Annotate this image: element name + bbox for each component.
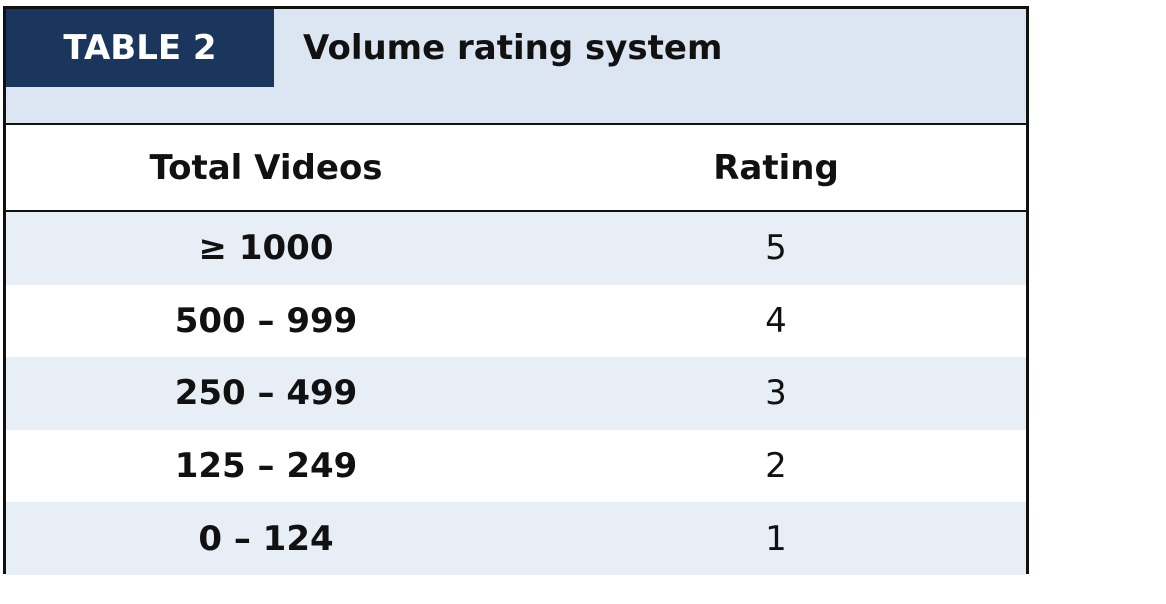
table-cell: 0 – 124: [198, 518, 334, 559]
table-cell: 2: [765, 446, 787, 487]
column-header: Total Videos: [149, 147, 383, 188]
table-row: 125 – 249 2: [6, 430, 1026, 503]
column-headers: Total Videos Rating: [6, 125, 1026, 212]
table-cell: 5: [765, 228, 787, 269]
table-row: 0 – 124 1: [6, 502, 1026, 575]
table-row: 500 – 999 4: [6, 285, 1026, 358]
column-header: Rating: [713, 147, 839, 188]
table-cell: 250 – 499: [174, 373, 358, 414]
table-cell: 4: [765, 300, 787, 341]
table-title: Volume rating system: [303, 28, 723, 68]
table-body: ≥ 1000 5 500 – 999 4 250 – 499 3 125 – 249 2 0 –…: [6, 212, 1026, 575]
table-row: 250 – 499 3: [6, 357, 1026, 430]
table-frame: TABLE 2 Volume rating system Total Video…: [3, 6, 1029, 575]
table-cell: ≥ 1000: [198, 228, 334, 269]
table-cell: 500 – 999: [174, 300, 358, 341]
table-cell: 125 – 249: [174, 446, 358, 487]
table-cell: 1: [765, 518, 787, 559]
table-label: TABLE 2: [6, 9, 274, 87]
table-header: TABLE 2 Volume rating system: [6, 9, 1026, 125]
table-row: ≥ 1000 5: [6, 212, 1026, 285]
table-cell: 3: [765, 373, 787, 414]
